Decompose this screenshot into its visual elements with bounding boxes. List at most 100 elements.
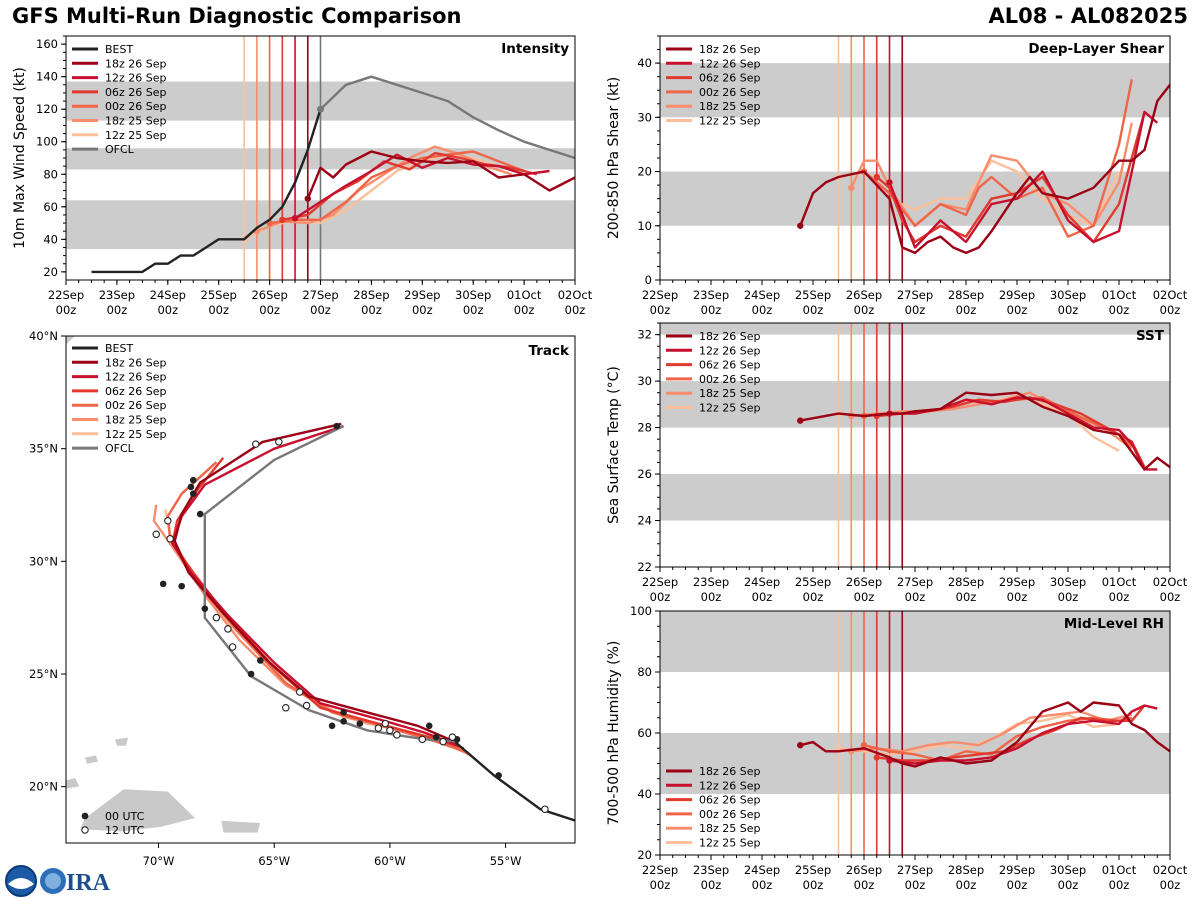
track-marker-00utc-13 — [189, 490, 197, 498]
rh-legend-label-3: 00z 26 Sep — [699, 808, 761, 821]
shear-xtick-sub-7: 00z — [1007, 303, 1028, 317]
track-marker-00utc-9 — [432, 733, 440, 741]
shear-xtick-sub-2: 00z — [752, 303, 773, 317]
shear-band-0 — [660, 171, 1170, 226]
sst-xtick-label-1: 23Sep — [693, 575, 729, 589]
track-marker-12utc-3 — [212, 613, 221, 622]
intensity-plot-area — [66, 36, 575, 280]
shear-xtick-sub-4: 00z — [854, 303, 875, 317]
sst-legend-label-0: 18z 26 Sep — [699, 330, 761, 343]
intensity-ytick-label-6: 140 — [36, 70, 58, 84]
track-legend-12utc-marker — [81, 826, 89, 834]
track-legend-label-3: 06z 26 Sep — [105, 385, 167, 398]
track-legend-00utc-marker — [81, 812, 89, 820]
intensity-xtick-label-6: 28Sep — [353, 288, 389, 302]
intensity-xtick-sub-2: 00z — [157, 303, 178, 317]
intensity-xtick-label-1: 23Sep — [99, 288, 135, 302]
shear-ytick-label-3: 30 — [637, 110, 652, 124]
intensity-series-18z-26-sep — [306, 150, 575, 200]
rh-series-00z-26-sep — [863, 716, 1133, 762]
track-marker-00utc-16 — [356, 720, 364, 727]
track-panel: 70°W 65°W 60°W 55°W 20°N 25°N 30°N 35°N 40°N Trac… — [29, 329, 576, 868]
sst-xtick-sub-7: 00z — [1007, 590, 1028, 604]
shear-series-00z-26-sep — [863, 79, 1133, 238]
page-title: GFS Multi-Run Diagnostic Comparison — [12, 4, 462, 28]
rh-xtick-sub-3: 00z — [803, 878, 824, 892]
intensity-xtick-sub-5: 00z — [310, 303, 331, 317]
intensity-ytick-label-7: 160 — [36, 37, 58, 51]
shear-xtick-sub-10: 00z — [1160, 303, 1181, 317]
track-title: Track — [529, 343, 570, 359]
intensity-legend-label-5: 18z 25 Sep — [105, 115, 167, 128]
shear-xtick-label-1: 23Sep — [693, 288, 729, 302]
rh-ytick-label-1: 40 — [637, 787, 652, 801]
track-legend-label-1: 18z 26 Sep — [105, 356, 167, 369]
sst-xtick-label-9: 01Oct — [1102, 575, 1137, 589]
rh-xtick-label-3: 25Sep — [795, 863, 831, 877]
track-ytick-label-4: 40°N — [29, 329, 58, 343]
rh-ytick-label-0: 20 — [637, 848, 652, 862]
sst-xtick-sub-0: 00z — [650, 590, 671, 604]
rh-series-18z-26-sep — [800, 701, 1170, 768]
shear-legend-label-3: 00z 26 Sep — [699, 86, 761, 99]
rh-band-1 — [660, 611, 1170, 672]
shear-ytick-label-2: 20 — [637, 165, 652, 179]
shear-legend-label-1: 12z 26 Sep — [699, 57, 761, 70]
shear-xtick-label-4: 26Sep — [846, 288, 882, 302]
sst-legend-label-2: 06z 26 Sep — [699, 359, 761, 372]
track-marker-12utc-18 — [275, 438, 283, 446]
track-marker-12utc-9 — [381, 719, 390, 728]
track-ytick-label-3: 35°N — [29, 442, 58, 456]
sst-series-start-18z-26-sep — [797, 417, 804, 424]
sst-xtick-sub-2: 00z — [752, 590, 773, 604]
intensity-xtick-sub-3: 00z — [208, 303, 229, 317]
sst-series-18z-26-sep — [800, 391, 1170, 471]
shear-legend-label-0: 18z 26 Sep — [699, 43, 761, 56]
intensity-legend-label-1: 18z 26 Sep — [105, 57, 167, 70]
intensity-legend-label-6: 12z 25 Sep — [105, 129, 167, 142]
intensity-xtick-label-10: 02Oct — [558, 288, 593, 302]
rh-xtick-label-4: 26Sep — [846, 863, 882, 877]
intensity-panel: 22Sep00z23Sep00z24Sep00z25Sep00z26Sep00z… — [12, 35, 593, 317]
rh-xtick-label-0: 22Sep — [642, 863, 678, 877]
rh-legend-label-4: 18z 25 Sep — [699, 822, 761, 835]
rh-legend-label-0: 18z 26 Sep — [699, 765, 761, 778]
track-legend-label-5: 18z 25 Sep — [105, 414, 167, 427]
track-series-18z-26-sep — [173, 422, 456, 743]
rh-ytick-label-4: 100 — [630, 604, 652, 618]
intensity-legend-label-3: 06z 26 Sep — [105, 86, 167, 99]
sst-ytick-label-4: 30 — [637, 374, 652, 388]
land-shape-1 — [220, 820, 261, 834]
intensity-xtick-label-0: 22Sep — [48, 288, 84, 302]
shear-ylabel: 200-850 hPa Shear (kt) — [606, 77, 622, 239]
svg-text:IRA: IRA — [66, 870, 111, 896]
track-xtick-label-2: 60°W — [374, 854, 406, 868]
track-marker-00utc-1 — [178, 582, 185, 590]
track-marker-12utc-10 — [386, 726, 394, 735]
track-marker-00utc-11 — [333, 422, 340, 430]
rh-ytick-label-3: 80 — [637, 665, 652, 679]
track-xtick-label-1: 65°W — [258, 854, 290, 868]
storm-id: AL08 - AL082025 — [988, 4, 1189, 28]
track-ytick-label-0: 20°N — [29, 780, 58, 794]
shear-xtick-label-6: 28Sep — [948, 288, 984, 302]
track-marker-12utc-12 — [393, 731, 401, 739]
track-marker-00utc-2 — [201, 605, 209, 612]
rh-xtick-sub-1: 00z — [701, 878, 722, 892]
track-marker-12utc-0 — [152, 530, 160, 539]
track-legend-12utc-label: 12 UTC — [105, 824, 145, 837]
track-marker-12utc-1 — [164, 517, 172, 525]
rh-panel: 22Sep00z23Sep00z24Sep00z25Sep00z26Sep00z… — [606, 604, 1188, 892]
intensity-series-18z-25-sep — [256, 145, 512, 233]
track-marker-12utc-8 — [282, 704, 290, 712]
shear-legend-label-5: 12z 25 Sep — [699, 115, 761, 128]
track-series-12z-25-sep — [164, 509, 474, 759]
shear-series-start-12z-26-sep — [886, 179, 893, 186]
shear-xtick-label-5: 27Sep — [897, 288, 933, 302]
shear-xtick-label-0: 22Sep — [642, 288, 678, 302]
intensity-legend-label-4: 00z 26 Sep — [105, 100, 167, 113]
intensity-xtick-label-3: 25Sep — [201, 288, 237, 302]
sst-xtick-label-8: 30Sep — [1050, 575, 1086, 589]
track-marker-00utc-4 — [257, 657, 264, 664]
shear-ytick-label-0: 0 — [645, 273, 652, 287]
